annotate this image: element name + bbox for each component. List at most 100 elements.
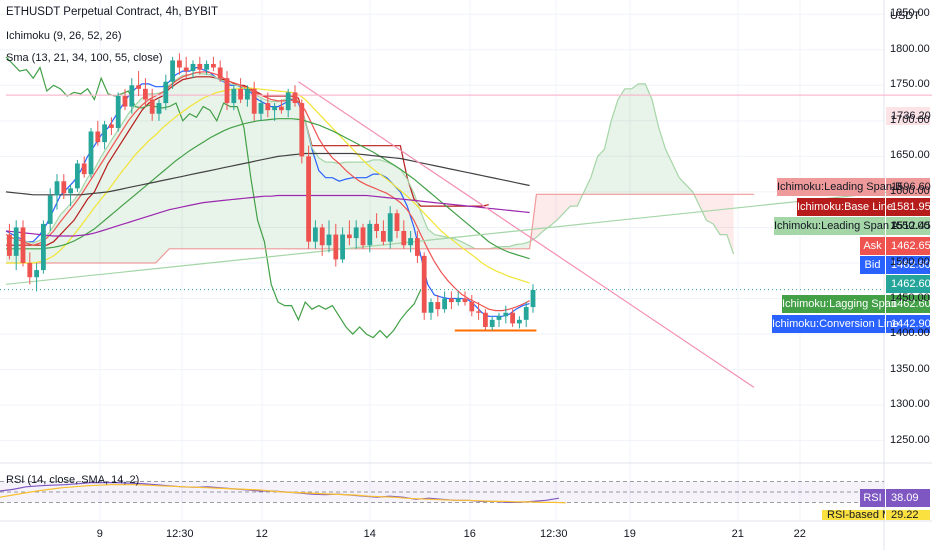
candle-body (68, 188, 73, 194)
cloud-segment (128, 105, 136, 263)
candle-body (469, 302, 475, 312)
line-sma-100 (5, 152, 530, 196)
price-tick-label: 1800.00 (890, 42, 930, 55)
candle-body (183, 67, 189, 72)
cloud-segment (720, 194, 727, 235)
candle (129, 78, 135, 114)
time-tick-label: 21 (731, 528, 744, 540)
candle-body (489, 319, 495, 327)
cloud-segment (713, 194, 720, 235)
candle-body (7, 234, 12, 256)
cloud-segment (400, 169, 408, 249)
cloud-segment (87, 169, 95, 263)
cloud-segment (162, 85, 170, 256)
cloud-segment (679, 177, 686, 195)
candle-body (279, 106, 284, 111)
price-tag-value-lagging: 1462.60 (886, 295, 931, 313)
price-tick-label: 1450.00 (890, 291, 930, 304)
rsi-ma-value-tag: 29.22 (886, 510, 930, 520)
price-tag-label-lagging: Ichimoku:Lagging Span (782, 295, 897, 313)
candle (415, 231, 420, 263)
candle (313, 220, 318, 249)
price-tag-value-span_b: 1596.60 (886, 178, 931, 196)
candle (462, 291, 468, 306)
cloud-segment (94, 156, 102, 263)
rsi-legend[interactable]: RSI (14, close, SMA, 14, 2) (6, 474, 140, 486)
line-lagging-span (5, 56, 422, 339)
candle-body (401, 231, 407, 246)
cloud-segment (108, 135, 115, 263)
cloud-segment (203, 73, 210, 249)
candle (401, 220, 407, 249)
candle (333, 223, 339, 267)
price-tag-value-level: 1736.20 (886, 107, 931, 125)
cloud-segment (638, 83, 646, 195)
candle (476, 302, 481, 320)
candle-body (265, 103, 271, 111)
candle-body (408, 238, 413, 246)
time-tick-label: 16 (463, 528, 476, 540)
time-tick-label: 14 (363, 528, 376, 540)
candle-body (95, 131, 101, 143)
candle-body (245, 88, 250, 100)
candle (109, 117, 114, 136)
candle-body (81, 163, 87, 175)
candle-body (143, 88, 148, 100)
candle-body (381, 231, 386, 242)
candle (156, 99, 162, 121)
candle (306, 145, 311, 249)
sma-legend[interactable]: Sma (13, 21, 34, 100, 55, close) (6, 52, 163, 64)
candle (251, 81, 257, 121)
candle-body (54, 181, 60, 196)
price-tag-label-base: Ichimoku:Base Line (797, 198, 893, 216)
candle-body (394, 213, 400, 231)
candle (489, 316, 495, 331)
candle-body (503, 312, 509, 317)
line-leading-span-a (6, 71, 735, 255)
candle-body (224, 78, 230, 104)
candle-body (449, 298, 454, 303)
candle (272, 103, 277, 121)
price-tag-label-conversion: Ichimoku:Conversion Line (772, 315, 899, 333)
chart-title: ETHUSDT Perpetual Contract, 4h, BYBIT (6, 6, 218, 18)
cloud-segment (210, 74, 217, 249)
candle (292, 85, 298, 107)
candle-body (163, 81, 169, 104)
candle-body (517, 319, 522, 324)
cloud-segment (461, 241, 469, 249)
cloud-segment (434, 234, 442, 249)
candle (170, 56, 175, 89)
cloud-segment (237, 85, 244, 249)
candle (394, 209, 400, 239)
descending-trendline (298, 81, 755, 388)
ichimoku-legend[interactable]: Ichimoku (9, 26, 52, 26) (6, 30, 122, 42)
line-sma-21 (6, 87, 530, 284)
candle (7, 223, 12, 260)
candle (204, 60, 209, 75)
price-tick-label: 1600.00 (890, 184, 930, 197)
price-tick-label: 1250.00 (890, 433, 930, 446)
cloud-segment (597, 149, 605, 195)
candle (81, 156, 87, 178)
candle-body (109, 124, 114, 128)
price-tick-label: 1500.00 (890, 255, 930, 268)
cloud-segment (672, 163, 680, 195)
cloud-segment (346, 162, 353, 249)
time-tick-label: 19 (623, 528, 636, 540)
cloud-segment (325, 162, 333, 249)
line-leading-span-b (6, 193, 754, 264)
candle (455, 291, 461, 306)
candle (75, 159, 80, 192)
candle (190, 60, 196, 79)
cloud-segment (244, 87, 251, 249)
price-tag-value-span_a: 1512.45 (886, 217, 931, 235)
candle (408, 231, 413, 253)
candle (530, 284, 536, 313)
candle (285, 88, 291, 118)
cloud-segment (339, 162, 346, 249)
cloud-segment (618, 88, 625, 195)
candle-body (122, 95, 128, 107)
cloud-segment (536, 194, 544, 238)
